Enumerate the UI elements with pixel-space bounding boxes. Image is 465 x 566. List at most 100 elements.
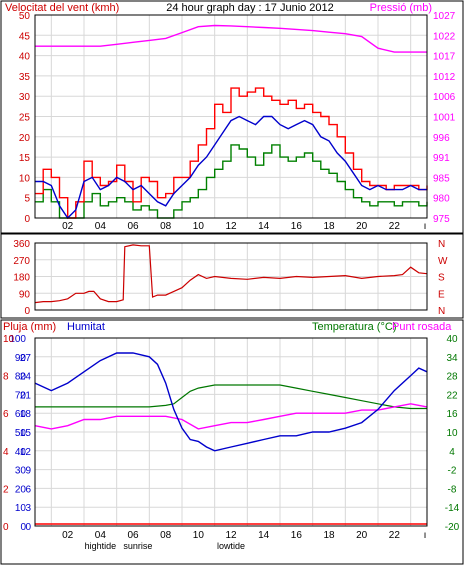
dewpoint-sub-tick-label: 9 — [25, 466, 31, 477]
dewpoint-sub-tick-label: 21 — [20, 390, 32, 401]
pressure-y-tick-label: 980 — [433, 194, 450, 205]
x-tick-label-end: ı — [424, 530, 427, 541]
pressure-y-tick-label: 991 — [433, 153, 450, 164]
x-tick-label: 20 — [356, 530, 368, 541]
x-tick-label: 22 — [389, 530, 401, 541]
compass-label: N — [438, 306, 445, 317]
temperature-plot-border — [34, 337, 428, 527]
direction-plot-border — [34, 242, 428, 311]
x-tick-label: 10 — [193, 221, 205, 232]
humidity-y-tick-label: 20 — [15, 484, 27, 495]
direction-y-tick-label: 360 — [13, 239, 30, 250]
direction-y-tick-label: 270 — [13, 256, 30, 267]
pressure-y-tick-label: 1012 — [433, 72, 456, 83]
direction-line — [34, 244, 428, 304]
rain-y-tick-label: 8 — [3, 372, 9, 383]
wind-y-tick-label: 45 — [19, 31, 31, 42]
x-tick-label: 14 — [258, 221, 270, 232]
x-tick-label: 04 — [95, 221, 107, 232]
dewpoint-sub-tick-label: 27 — [20, 353, 32, 364]
pressure-y-tick-label: 1001 — [433, 113, 456, 124]
temperature-events: hightide sunrise lowtide — [85, 541, 245, 551]
dewpoint-sub-tick-label: 0 — [25, 522, 31, 533]
wind-avg-line — [35, 115, 427, 220]
x-tick-label: 10 — [193, 530, 205, 541]
wind-y-tick-label: 25 — [19, 113, 31, 124]
x-tick-label: 08 — [160, 530, 172, 541]
direction-y-tick-label: 90 — [19, 289, 31, 300]
wind-y-tick-label: 10 — [19, 173, 31, 184]
x-tick-label: 04 — [95, 530, 107, 541]
x-tick-label: 02 — [62, 530, 74, 541]
x-tick-label: 12 — [225, 221, 237, 232]
temperature-line — [35, 384, 427, 410]
x-tick-label: 06 — [127, 221, 139, 232]
temperature-y-tick-label: -2 — [448, 466, 457, 477]
humidity-y-tick-label: 100 — [9, 334, 26, 345]
temperature-y-tick-label: -14 — [445, 503, 460, 514]
pressure-line — [35, 24, 427, 53]
temperature-x-axis: 02 04 06 08 10 12 14 16 18 20 22 ı — [62, 530, 426, 541]
pressure-y-tick-label: 1006 — [433, 92, 456, 103]
humidity-title: Humitat — [67, 321, 105, 333]
x-tick-label: 06 — [127, 530, 139, 541]
x-tick-label: 12 — [225, 530, 237, 541]
x-tick-label: 16 — [291, 530, 303, 541]
x-tick-label: 20 — [356, 221, 368, 232]
wind-gust-line — [35, 87, 428, 219]
dewpoint-sub-tick-label: 15 — [20, 428, 32, 439]
temperature-y-axes-left: 1009080706050403020100108642027242118151… — [3, 334, 31, 533]
wind-plot-border — [34, 14, 428, 219]
x-tick-label: 16 — [291, 221, 303, 232]
compass-label: E — [438, 289, 445, 300]
direction-y-tick-label: 180 — [13, 273, 30, 284]
compass-label: N — [438, 239, 445, 250]
x-tick-label: 14 — [258, 530, 270, 541]
humidity-y-tick-label: 70 — [15, 390, 27, 401]
wind-y-tick-label: 20 — [19, 133, 31, 144]
wind-y-tick-label: 35 — [19, 72, 31, 83]
pressure-y-tick-label: 1027 — [433, 11, 456, 22]
temperature-y-tick-label: 4 — [449, 447, 455, 458]
wind-y-tick-label: 30 — [19, 92, 31, 103]
humidity-y-tick-label: 40 — [15, 447, 27, 458]
wind-title-center: 24 hour graph day : 17 Junio 2012 — [166, 2, 334, 14]
humidity-y-tick-label: 90 — [15, 353, 27, 364]
event-lowtide: lowtide — [217, 541, 245, 551]
x-tick-label-end: ı — [424, 221, 427, 232]
dewpoint-sub-tick-label: 6 — [25, 484, 31, 495]
wind-series — [35, 24, 428, 220]
rain-y-tick-label: 4 — [3, 447, 9, 458]
direction-series — [34, 244, 428, 304]
rain-y-tick-label: 10 — [3, 334, 15, 345]
temperature-panel: Pluja (mm) Humitat Temperatura (°C) Punt… — [0, 319, 464, 565]
temperature-y-tick-label: 16 — [446, 409, 458, 420]
x-tick-label: 18 — [323, 221, 335, 232]
wind-title-left: Velocitat del vent (kmh) — [5, 2, 119, 14]
humidity-y-tick-label: 60 — [15, 409, 27, 420]
temperature-series — [34, 352, 428, 525]
humidity-y-tick-label: 80 — [15, 372, 27, 383]
direction-y-axis-left: 360 270 180 90 0 — [13, 239, 30, 317]
pressure-y-axis-right: 1027 1022 1017 1012 1006 1001 996 991 985 980 975 — [433, 11, 456, 225]
wind-y-tick-label: 15 — [19, 153, 31, 164]
temperature-y-tick-label: 22 — [446, 390, 458, 401]
temperature-y-tick-label: 34 — [446, 353, 458, 364]
rain-y-tick-label: 2 — [3, 484, 9, 495]
wind-panel: Velocitat del vent (kmh) 24 hour graph d… — [0, 0, 464, 242]
dewpoint-sub-tick-label: 3 — [25, 503, 31, 514]
temperature-y-tick-label: 28 — [446, 372, 458, 383]
wind-y-tick-label: 50 — [19, 11, 31, 22]
dewpoint-sub-tick-label: 18 — [20, 409, 32, 420]
rain-title: Pluja (mm) — [3, 321, 56, 333]
pressure-y-tick-label: 1022 — [433, 31, 456, 42]
dewpoint-line — [34, 403, 428, 430]
humidity-y-tick-label: 0 — [20, 522, 26, 533]
temperature-y-tick-label: -8 — [448, 484, 457, 495]
rain-y-tick-label: 6 — [3, 409, 9, 420]
temperature-y-tick-label: 10 — [446, 428, 458, 439]
pressure-y-tick-label: 1017 — [433, 52, 456, 63]
wind-x-axis: 02 04 06 08 10 12 14 16 18 20 22 ı — [62, 221, 426, 232]
